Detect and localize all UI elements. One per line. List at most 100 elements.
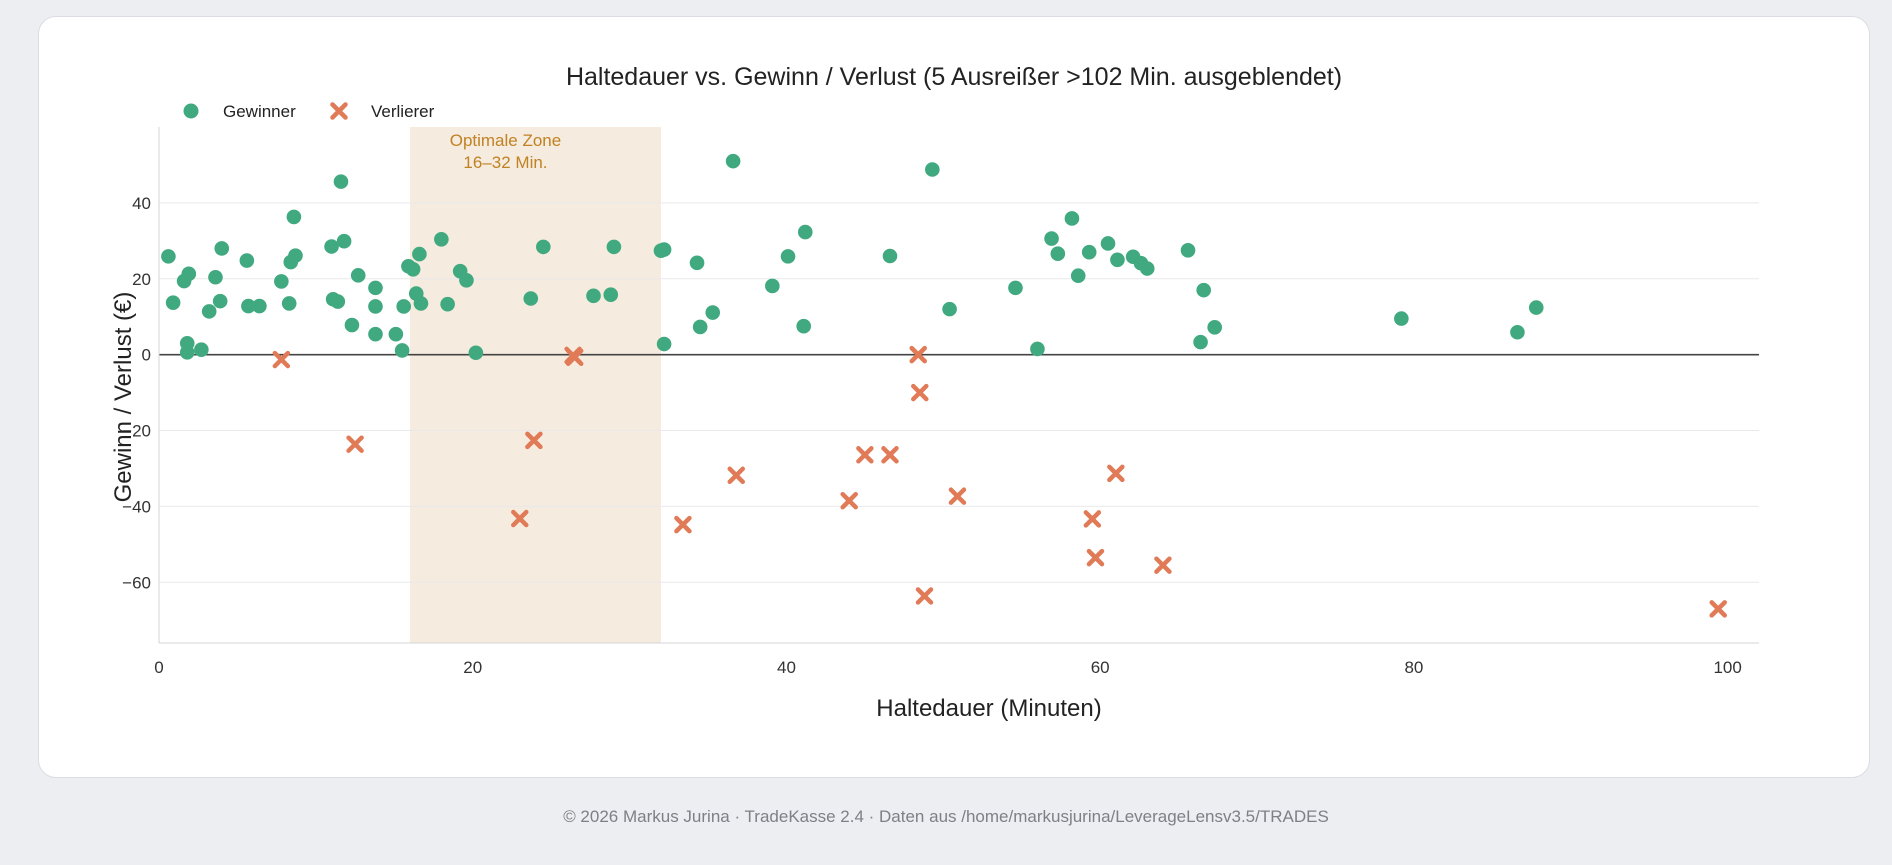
point-gewinner <box>523 291 539 306</box>
point-gewinner <box>324 239 339 254</box>
point-gewinner <box>350 268 366 283</box>
point-gewinner <box>336 233 352 249</box>
point-gewinner <box>1207 320 1222 335</box>
y-tick-labels: −60 −40 −20 0 20 40 <box>122 194 151 592</box>
y-tick-label: −40 <box>122 497 151 516</box>
point-gewinner <box>333 174 349 189</box>
point-gewinner <box>388 326 404 342</box>
point-gewinner <box>434 232 449 247</box>
point-gewinner <box>344 317 360 333</box>
point-verlierer <box>1709 600 1727 618</box>
point-verlierer <box>1154 556 1172 574</box>
x-tick-label: 0 <box>154 658 163 677</box>
point-gewinner <box>942 301 957 317</box>
point-verlierer <box>948 487 967 505</box>
point-verlierer <box>856 446 874 464</box>
point-gewinner <box>274 274 289 289</box>
point-gewinner <box>1528 300 1544 315</box>
x-tick-label: 20 <box>463 658 482 677</box>
point-gewinner <box>459 272 474 288</box>
point-gewinner <box>239 253 255 268</box>
point-verlierer <box>565 348 584 367</box>
point-verlierer <box>727 466 746 485</box>
point-gewinner <box>208 269 223 285</box>
point-gewinner <box>536 239 551 255</box>
point-gewinner <box>194 342 209 358</box>
point-gewinner <box>394 343 410 358</box>
optimal-zone: Optimale Zone 16–32 Min. <box>409 127 661 643</box>
point-gewinner <box>725 153 741 169</box>
point-gewinner <box>765 278 780 294</box>
grid-lines <box>159 202 1759 583</box>
point-gewinner <box>161 249 176 264</box>
x-tick-labels: 0 20 40 60 80 100 <box>154 658 1742 677</box>
optimal-zone-range: 16–32 Min. <box>463 153 547 172</box>
chart-card: Haltedauer vs. Gewinn / Verlust (5 Ausre… <box>38 16 1870 778</box>
point-verlierer <box>840 491 858 510</box>
point-gewinner <box>1070 268 1086 284</box>
x-axis-label: Haltedauer (Minuten) <box>876 695 1101 722</box>
point-verlierer <box>346 435 364 453</box>
legend-label-verlierer: Verlierer <box>371 102 435 121</box>
point-gewinner <box>1196 282 1212 298</box>
point-gewinner <box>179 335 195 351</box>
point-verlierer <box>1107 464 1125 483</box>
x-tick-label: 40 <box>777 658 796 677</box>
point-gewinner <box>241 298 256 314</box>
point-gewinner <box>368 280 383 296</box>
point-gewinner <box>1100 236 1116 251</box>
legend: Gewinner Verlierer <box>183 102 435 121</box>
point-gewinner <box>1050 246 1066 262</box>
point-verlierer <box>1086 548 1105 567</box>
legend-cross-marker <box>330 102 348 120</box>
data-points <box>161 153 1727 618</box>
point-gewinner <box>1008 280 1023 296</box>
point-verlierer <box>1083 510 1102 528</box>
point-verlierer <box>511 509 529 528</box>
point-gewinner <box>212 293 228 309</box>
point-gewinner <box>440 296 455 312</box>
point-gewinner <box>201 304 217 319</box>
point-verlierer <box>881 446 899 464</box>
x-tick-label: 80 <box>1404 658 1423 677</box>
point-gewinner <box>882 248 898 264</box>
x-tick-label: 60 <box>1091 658 1110 677</box>
point-gewinner <box>603 287 619 303</box>
point-gewinner <box>252 298 267 314</box>
point-gewinner <box>165 295 181 310</box>
point-gewinner <box>796 318 812 334</box>
point-gewinner <box>1394 311 1409 326</box>
point-gewinner <box>468 345 484 361</box>
point-gewinner <box>368 299 383 314</box>
point-gewinner <box>692 319 708 335</box>
point-gewinner <box>1139 261 1155 276</box>
point-gewinner <box>286 209 302 225</box>
point-gewinner <box>656 242 672 257</box>
legend-marker-gewinner <box>183 103 199 119</box>
point-gewinner <box>413 296 429 311</box>
point-verlierer <box>909 345 927 364</box>
point-gewinner <box>606 239 622 255</box>
point-gewinner <box>412 246 427 262</box>
y-tick-label: 0 <box>142 346 151 365</box>
y-axis-label: Gewinn / Verlust (€) <box>110 292 137 503</box>
point-gewinner <box>689 255 705 271</box>
point-gewinner <box>1030 341 1045 357</box>
legend-marker-verlierer <box>330 102 348 120</box>
point-verlierer <box>674 515 692 534</box>
point-gewinner <box>368 326 383 342</box>
y-tick-label: −20 <box>122 422 151 441</box>
point-gewinner <box>1110 252 1125 268</box>
footer-text: © 2026 Markus Jurina · TradeKasse 2.4 · … <box>563 807 1329 826</box>
point-gewinner <box>1064 211 1080 226</box>
scatter-chart: Haltedauer vs. Gewinn / Verlust (5 Ausre… <box>110 63 1759 722</box>
point-gewinner <box>780 249 796 264</box>
point-gewinner <box>586 288 601 304</box>
legend-label-gewinner: Gewinner <box>223 102 296 121</box>
point-gewinner <box>1193 334 1208 350</box>
point-gewinner <box>925 162 940 177</box>
point-verlierer <box>525 431 543 450</box>
optimal-zone-band <box>409 127 661 643</box>
point-gewinner <box>797 224 813 240</box>
y-tick-label: 20 <box>132 270 151 289</box>
